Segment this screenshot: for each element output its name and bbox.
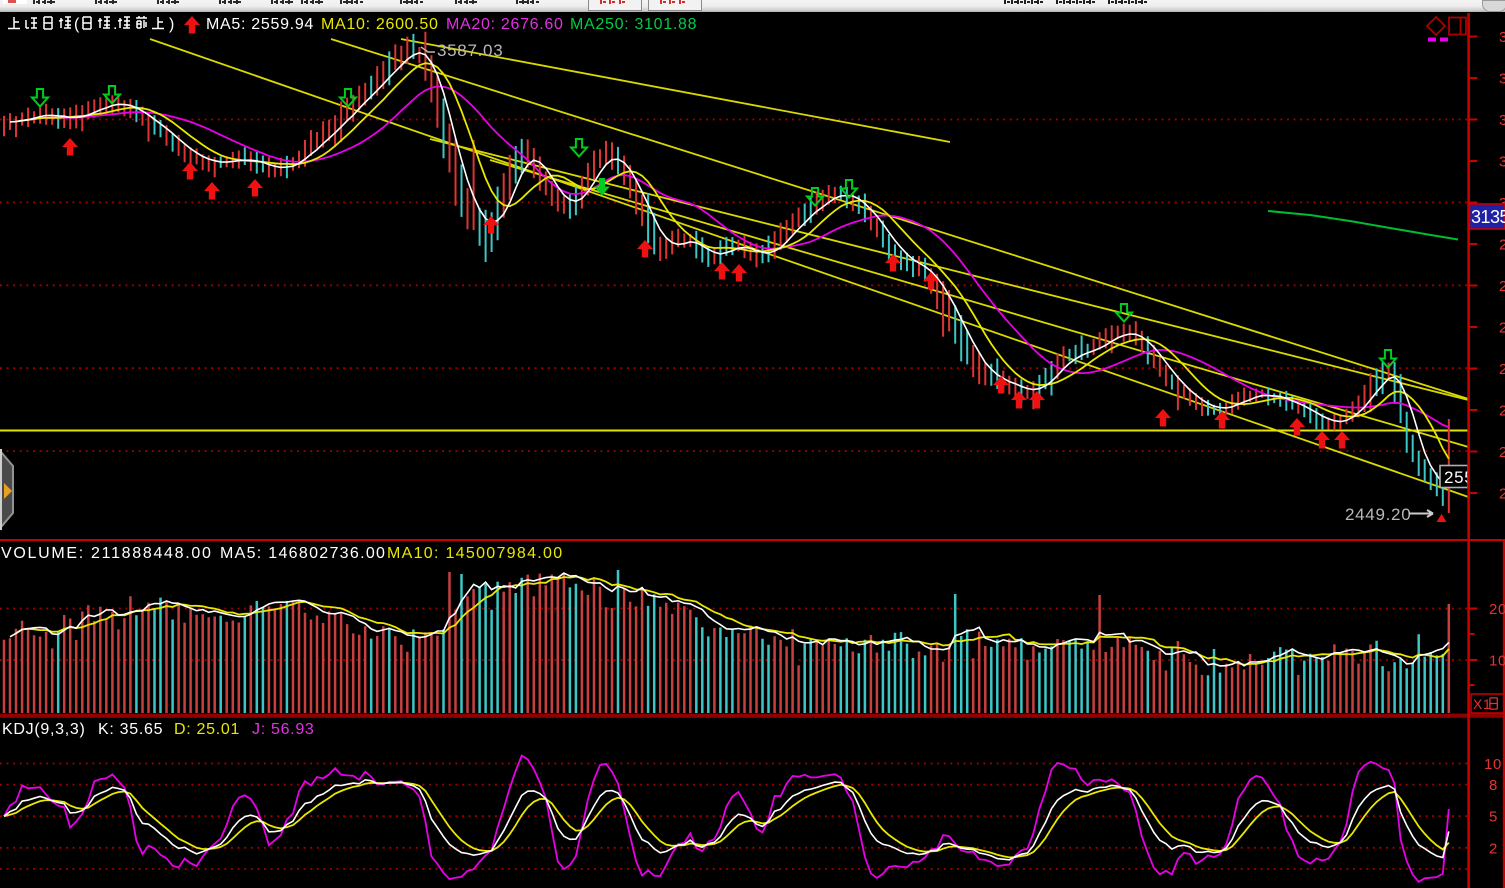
- svg-text:2: 2: [1499, 361, 1505, 378]
- svg-text:MA20: 2676.60: MA20: 2676.60: [446, 16, 564, 33]
- svg-text:20: 20: [1489, 601, 1505, 618]
- svg-text:2: 2: [1499, 320, 1505, 337]
- svg-text:2: 2: [1499, 444, 1505, 461]
- svg-text:.: .: [113, 16, 118, 33]
- svg-text:5: 5: [1489, 809, 1498, 826]
- svg-text:2: 2: [1499, 278, 1505, 295]
- svg-text:2449.20: 2449.20: [1345, 505, 1411, 524]
- svg-text:2: 2: [1499, 486, 1505, 503]
- svg-text:(: (: [74, 16, 80, 33]
- svg-text:X1: X1: [1473, 696, 1492, 712]
- svg-text:3135: 3135: [1471, 207, 1505, 227]
- svg-text:MA250: 3101.88: MA250: 3101.88: [570, 16, 697, 33]
- svg-text:255: 255: [1444, 468, 1474, 487]
- svg-text:3: 3: [1499, 29, 1505, 46]
- svg-text:2: 2: [1499, 237, 1505, 254]
- svg-text:2: 2: [1499, 403, 1505, 420]
- svg-text:2: 2: [1489, 840, 1498, 857]
- svg-text:MA10: 145007984.00: MA10: 145007984.00: [387, 545, 563, 562]
- svg-text:3: 3: [1499, 112, 1505, 129]
- svg-text:MA10: 2600.50: MA10: 2600.50: [321, 16, 439, 33]
- svg-text:K: 35.65: K: 35.65: [98, 721, 163, 738]
- svg-text:J: 56.93: J: 56.93: [252, 721, 315, 738]
- svg-text:3: 3: [1499, 154, 1505, 171]
- svg-text:MA5: 2559.94: MA5: 2559.94: [206, 16, 314, 33]
- svg-text:D: 25.01: D: 25.01: [174, 721, 240, 738]
- svg-text:MA5: 146802736.00: MA5: 146802736.00: [220, 545, 386, 562]
- svg-text:10: 10: [1484, 756, 1502, 773]
- svg-text:KDJ(9,3,3): KDJ(9,3,3): [2, 721, 85, 738]
- svg-text:3587.03: 3587.03: [437, 41, 503, 60]
- svg-text:8: 8: [1489, 777, 1498, 794]
- svg-text:10: 10: [1489, 653, 1505, 670]
- svg-text:VOLUME: 211888448.00: VOLUME: 211888448.00: [1, 545, 213, 562]
- svg-text:): ): [169, 16, 175, 33]
- svg-text:3: 3: [1499, 71, 1505, 88]
